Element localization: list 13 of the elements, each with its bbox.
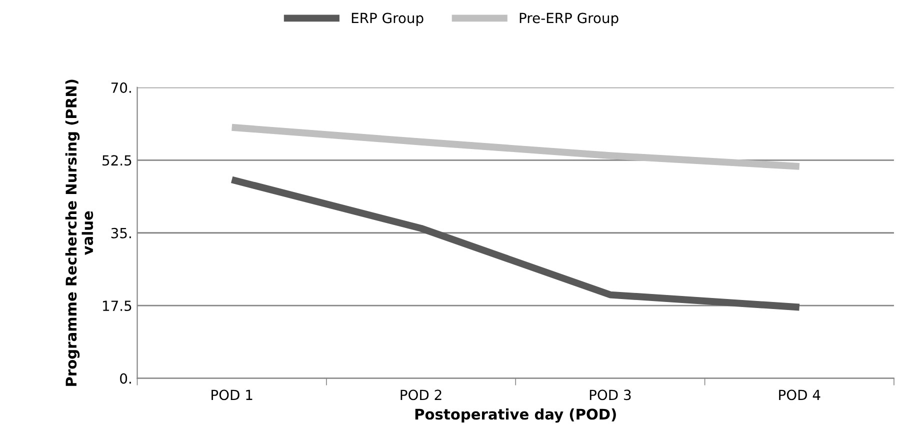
y-tick-label: 0. [120,373,131,384]
x-tick-label: POD 2 [400,390,442,400]
legend-label: ERP Group [352,12,424,26]
y-tick-label: 70. [111,82,131,93]
legend-label: Pre-ERP Group [520,12,618,26]
y-tick-label: 52.5 [102,155,132,166]
y-tick-label: 35. [111,228,131,238]
x-tick-label: POD 4 [779,390,820,400]
y-tick-label: 17.5 [102,300,132,312]
y-axis-title: Programme Recherche Nursing (PRN) value [65,80,94,386]
x-axis-title: Postoperative day (POD) [415,408,616,423]
x-tick-label: POD 1 [212,390,252,400]
x-tick-label: POD 3 [590,390,631,400]
